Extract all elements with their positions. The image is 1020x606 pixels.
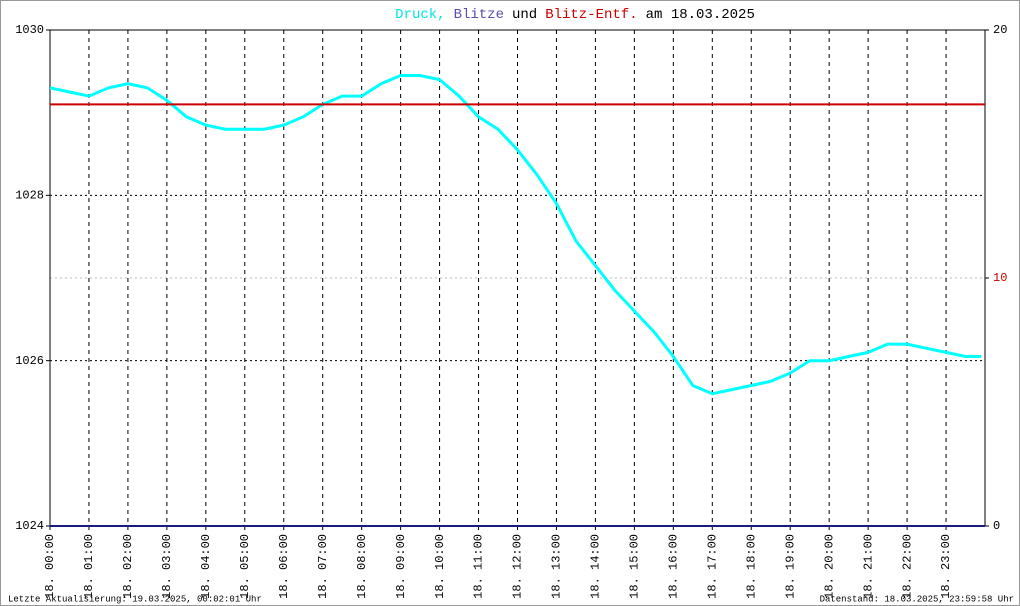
x-tick-label: 18. 11:00 xyxy=(472,534,486,599)
x-tick-label: 18. 07:00 xyxy=(316,534,330,599)
x-tick-label: 18. 21:00 xyxy=(861,534,875,599)
x-tick-label: 18. 04:00 xyxy=(199,534,213,599)
x-tick-label: 18. 16:00 xyxy=(667,534,681,599)
x-tick-label: 18. 03:00 xyxy=(160,534,174,599)
x-tick-label: 18. 19:00 xyxy=(783,534,797,599)
series-line xyxy=(49,74,982,396)
y2-tick-label: 20 xyxy=(993,23,1007,37)
footer-left: Letzte Aktualisierung: 19.03.2025, 00:02… xyxy=(8,594,262,604)
title-part: Blitze xyxy=(454,7,504,23)
x-tick-label: 18. 18:00 xyxy=(744,534,758,599)
x-tick-label: 18. 00:00 xyxy=(43,534,57,599)
x-tick-label: 18. 22:00 xyxy=(900,534,914,599)
x-tick-label: 18. 17:00 xyxy=(705,534,719,599)
x-tick-label: 18. 13:00 xyxy=(550,534,564,599)
footer-right: Datenstand: 18.03.2025, 23:59:58 Uhr xyxy=(820,594,1014,604)
x-tick-label: 18. 10:00 xyxy=(433,534,447,599)
x-tick-label: 18. 14:00 xyxy=(589,534,603,599)
y-tick-label: 1028 xyxy=(15,189,44,203)
title-part: Druck, xyxy=(395,7,445,23)
title-part: Blitz-Entf. xyxy=(545,7,637,23)
x-tick-label: 18. 02:00 xyxy=(121,534,135,599)
y-tick-label: 1026 xyxy=(15,354,44,368)
x-tick-label: 18. 15:00 xyxy=(628,534,642,599)
x-tick-label: 18. 01:00 xyxy=(82,534,96,599)
x-tick-label: 18. 20:00 xyxy=(822,534,836,599)
x-tick-label: 18. 06:00 xyxy=(277,534,291,599)
x-tick-label: 18. 12:00 xyxy=(511,534,525,599)
chart-title: Druck, Blitze und Blitz-Entf. am 18.03.2025 xyxy=(395,7,755,23)
y-tick-label: 1024 xyxy=(15,519,44,533)
y2-tick-label: 10 xyxy=(993,271,1007,285)
y-tick-label: 1030 xyxy=(15,23,44,37)
title-part: am 18.03.2025 xyxy=(646,7,755,23)
x-tick-label: 18. 09:00 xyxy=(394,534,408,599)
y2-tick-label: 0 xyxy=(993,519,1000,533)
x-tick-label: 18. 08:00 xyxy=(355,534,369,599)
x-tick-label: 18. 23:00 xyxy=(939,534,953,599)
x-tick-label: 18. 05:00 xyxy=(238,534,252,599)
title-part: und xyxy=(512,7,537,23)
